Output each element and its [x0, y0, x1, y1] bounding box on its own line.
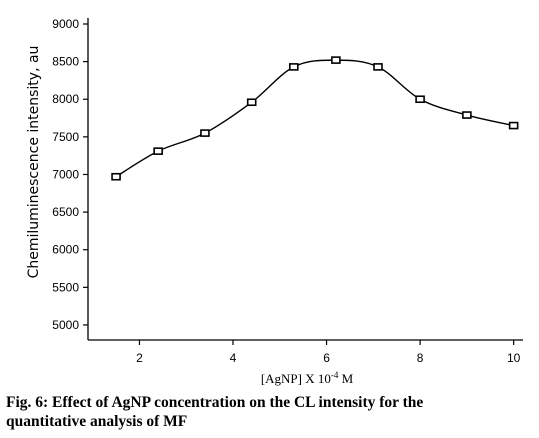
x-axis-label-base: [AgNP] X 10 — [261, 371, 331, 386]
data-point — [289, 63, 299, 71]
data-point — [246, 98, 257, 107]
data-point — [111, 172, 121, 181]
y-tick-label: 6500 — [52, 205, 79, 219]
series-line — [115, 59, 514, 178]
series — [115, 59, 514, 178]
x-axis-label-exponent: -4 — [331, 370, 339, 380]
markers — [111, 56, 519, 181]
data-point — [153, 147, 163, 155]
axes — [87, 18, 523, 341]
y-tick-label: 9000 — [52, 17, 79, 31]
data-point — [373, 63, 383, 71]
caption-line-2: quantitative analysis of MF — [6, 413, 188, 430]
y-tick-label: 8000 — [52, 92, 79, 106]
caption-line-1: Fig. 6: Effect of AgNP concentration on … — [6, 394, 424, 411]
x-tick-label: 4 — [230, 351, 237, 365]
y-tick-label: 7000 — [52, 167, 79, 181]
data-point — [508, 121, 519, 130]
x-tick-label: 10 — [507, 351, 521, 365]
y-tick-label: 7500 — [52, 130, 79, 144]
figure-caption: Fig. 6: Effect of AgNP concentration on … — [6, 393, 536, 431]
data-point — [462, 111, 472, 119]
x-tick-label: 2 — [136, 351, 143, 365]
y-tick-label: 8500 — [52, 55, 79, 69]
x-axis-label-unit: M — [338, 371, 353, 386]
y-tick-label: 5500 — [52, 280, 79, 294]
y-axis-label: Chemiluminescence intensity, au — [26, 46, 42, 279]
data-point — [200, 129, 210, 137]
y-tick-label: 6000 — [52, 243, 79, 257]
x-tick-label: 6 — [323, 351, 330, 365]
data-point — [415, 95, 425, 104]
chart: 5000 5500 6000 6500 7000 7500 8000 8500 9000 2 4 6 8… — [26, 17, 523, 386]
y-tick-label: 5000 — [52, 318, 79, 332]
ticks: 5000 5500 6000 6500 7000 7500 8000 8500 9000 2 4 6 8… — [52, 17, 520, 365]
x-axis-label: [AgNP] X 10-4 M — [261, 370, 354, 386]
data-point — [331, 56, 341, 64]
x-tick-label: 8 — [417, 351, 424, 365]
